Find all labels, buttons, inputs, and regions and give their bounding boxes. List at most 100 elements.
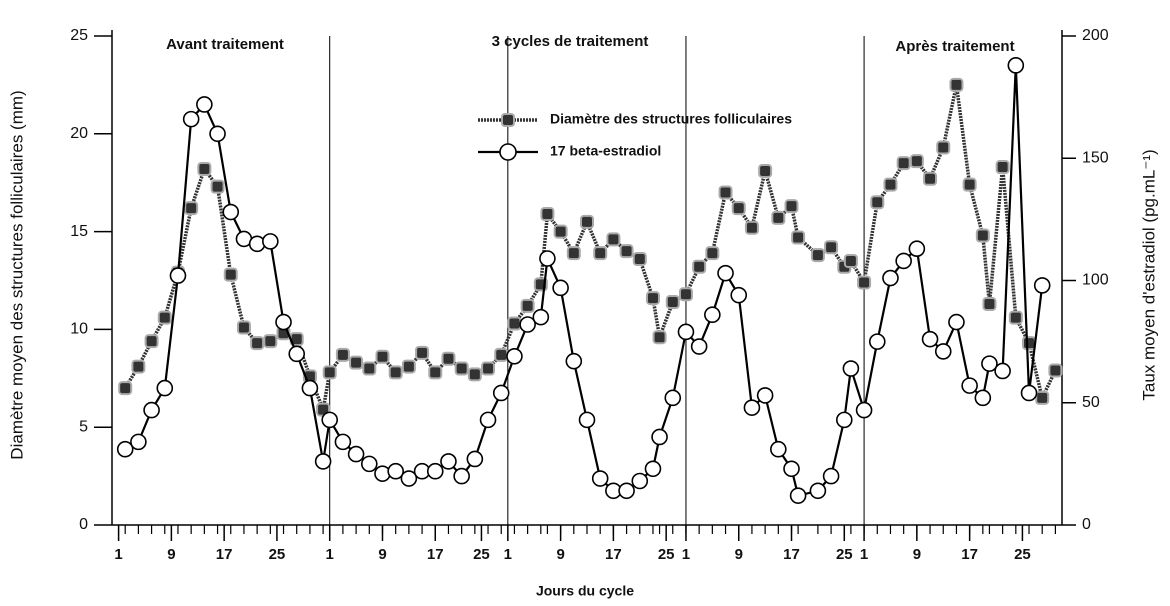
square-marker bbox=[236, 320, 251, 335]
circle-marker bbox=[262, 233, 279, 250]
square-marker bbox=[1048, 363, 1063, 378]
square-marker bbox=[507, 316, 522, 331]
circle-marker bbox=[360, 455, 378, 473]
circle-marker bbox=[690, 338, 708, 355]
circle-marker bbox=[822, 467, 840, 485]
circle-marker bbox=[835, 411, 853, 429]
circle-marker bbox=[565, 352, 583, 370]
circle-marker bbox=[374, 465, 391, 482]
circle-marker bbox=[130, 433, 147, 451]
circle-marker bbox=[809, 482, 827, 500]
square-marker bbox=[362, 361, 377, 376]
circle-marker bbox=[116, 440, 134, 458]
circle-marker bbox=[644, 460, 662, 478]
circle-marker bbox=[961, 377, 978, 394]
square-marker bbox=[566, 246, 581, 261]
circle-marker bbox=[426, 462, 444, 480]
circle-marker bbox=[855, 401, 873, 419]
square-marker bbox=[250, 336, 265, 351]
square-marker bbox=[744, 220, 759, 235]
x-axis-title: Jours du cycle bbox=[536, 583, 634, 599]
x-tick-label: 17 bbox=[605, 546, 622, 563]
x-tick-label: 17 bbox=[783, 546, 800, 563]
circle-marker bbox=[506, 347, 523, 365]
square-marker bbox=[632, 251, 647, 266]
x-tick-label: 1 bbox=[114, 546, 122, 563]
square-marker bbox=[843, 253, 858, 268]
square-marker bbox=[441, 351, 456, 366]
square-marker bbox=[652, 330, 667, 345]
circle-marker bbox=[974, 389, 992, 407]
square-marker bbox=[157, 310, 172, 325]
circle-marker bbox=[783, 460, 800, 478]
annotation: 3 cycles de traitement bbox=[492, 33, 649, 50]
y2-tick-label: 150 bbox=[1082, 149, 1109, 166]
y-tick-label: 10 bbox=[70, 321, 88, 338]
circle-marker bbox=[143, 401, 160, 419]
circle-marker bbox=[492, 384, 510, 402]
x-tick-label: 9 bbox=[735, 546, 743, 563]
square-marker bbox=[982, 296, 997, 311]
legend-marker bbox=[501, 113, 515, 127]
circle-marker bbox=[552, 279, 569, 297]
square-marker bbox=[388, 365, 403, 380]
square-marker bbox=[791, 230, 806, 245]
y-tick-label: 25 bbox=[70, 27, 88, 44]
circle-marker bbox=[994, 362, 1011, 380]
square-marker bbox=[883, 177, 898, 192]
circle-marker bbox=[591, 470, 609, 487]
circle-marker bbox=[314, 453, 332, 470]
circle-marker bbox=[169, 267, 187, 284]
x-tick-label: 25 bbox=[658, 546, 675, 563]
x-tick-label: 9 bbox=[913, 546, 921, 563]
square-marker bbox=[870, 195, 885, 210]
square-marker bbox=[619, 244, 634, 259]
circle-marker bbox=[618, 482, 635, 500]
square-marker bbox=[415, 345, 430, 360]
circle-marker bbox=[222, 203, 240, 221]
circle-marker bbox=[934, 343, 952, 360]
circle-marker bbox=[321, 411, 339, 429]
x-tick-label: 25 bbox=[836, 546, 853, 563]
y-tick-label: 20 bbox=[70, 125, 88, 142]
square-marker bbox=[401, 359, 416, 374]
square-marker bbox=[428, 365, 443, 380]
square-marker bbox=[454, 361, 469, 376]
circle-marker bbox=[730, 286, 748, 304]
circle-marker bbox=[1007, 57, 1025, 74]
annotation: Après traitement bbox=[895, 38, 1014, 55]
y-tick-label: 15 bbox=[70, 223, 88, 240]
x-tick-label: 1 bbox=[504, 546, 512, 563]
circle-marker bbox=[1020, 384, 1038, 402]
y2-tick-label: 50 bbox=[1082, 394, 1100, 411]
circle-marker bbox=[981, 355, 998, 372]
square-marker bbox=[349, 355, 364, 370]
square-marker bbox=[197, 162, 212, 177]
circle-marker bbox=[717, 264, 734, 282]
square-marker bbox=[645, 291, 660, 306]
square-marker bbox=[896, 156, 911, 171]
circle-marker bbox=[400, 470, 418, 487]
square-marker bbox=[118, 381, 133, 396]
square-marker bbox=[553, 224, 568, 239]
square-marker bbox=[520, 298, 535, 313]
square-marker bbox=[975, 228, 990, 243]
legend-marker bbox=[499, 143, 517, 161]
square-marker bbox=[540, 206, 555, 221]
circle-marker bbox=[882, 269, 899, 287]
x-tick-label: 17 bbox=[427, 546, 444, 563]
circle-marker bbox=[743, 399, 761, 416]
circle-marker bbox=[519, 316, 536, 333]
square-marker bbox=[923, 171, 938, 186]
square-marker bbox=[758, 163, 773, 178]
square-marker bbox=[692, 259, 707, 274]
circle-marker bbox=[532, 308, 550, 326]
circle-marker bbox=[387, 462, 404, 480]
square-marker bbox=[705, 246, 720, 261]
square-marker bbox=[731, 201, 746, 216]
circle-marker bbox=[664, 389, 682, 407]
square-marker bbox=[771, 210, 786, 225]
square-marker bbox=[1008, 310, 1023, 325]
x-tick-label: 9 bbox=[378, 546, 386, 563]
circle-marker bbox=[1033, 277, 1051, 294]
